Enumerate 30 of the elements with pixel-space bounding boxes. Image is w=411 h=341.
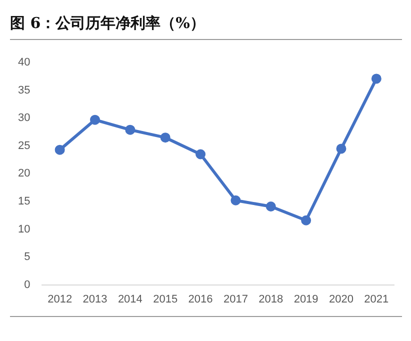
x-tick-label: 2014 bbox=[118, 293, 142, 306]
chart-title: 图 6：公司历年净利率（%） bbox=[10, 14, 402, 40]
point bbox=[336, 144, 346, 154]
y-tick-label: 0 bbox=[24, 278, 30, 291]
x-tick-label: 2020 bbox=[328, 293, 354, 306]
x-tick-label: 2016 bbox=[188, 293, 213, 306]
point bbox=[266, 201, 276, 212]
y-tick-label: 20 bbox=[18, 168, 30, 180]
x-tick-label: 2019 bbox=[294, 293, 318, 306]
x-tick-label: 2012 bbox=[48, 293, 72, 306]
point bbox=[90, 114, 100, 125]
x-tick-label: 2017 bbox=[223, 293, 248, 306]
y-tick-label: 35 bbox=[18, 84, 30, 96]
y-tick-label: 25 bbox=[18, 140, 30, 152]
point bbox=[371, 74, 382, 84]
y-tick-label: 40 bbox=[18, 56, 30, 69]
x-tick-label: 2015 bbox=[153, 293, 178, 306]
point bbox=[301, 215, 312, 226]
y-tick-label: 5 bbox=[24, 251, 30, 264]
point bbox=[125, 124, 136, 135]
y-tick-label: 30 bbox=[18, 112, 30, 124]
x-tick-label: 2021 bbox=[364, 293, 389, 306]
y-tick-label: 10 bbox=[18, 223, 30, 236]
x-tick-label: 2018 bbox=[258, 293, 284, 306]
point bbox=[230, 195, 241, 206]
y-tick-label: 15 bbox=[18, 196, 30, 208]
point bbox=[54, 144, 65, 155]
x-tick-label: 2013 bbox=[82, 293, 108, 306]
point bbox=[160, 132, 170, 143]
point bbox=[196, 149, 206, 160]
